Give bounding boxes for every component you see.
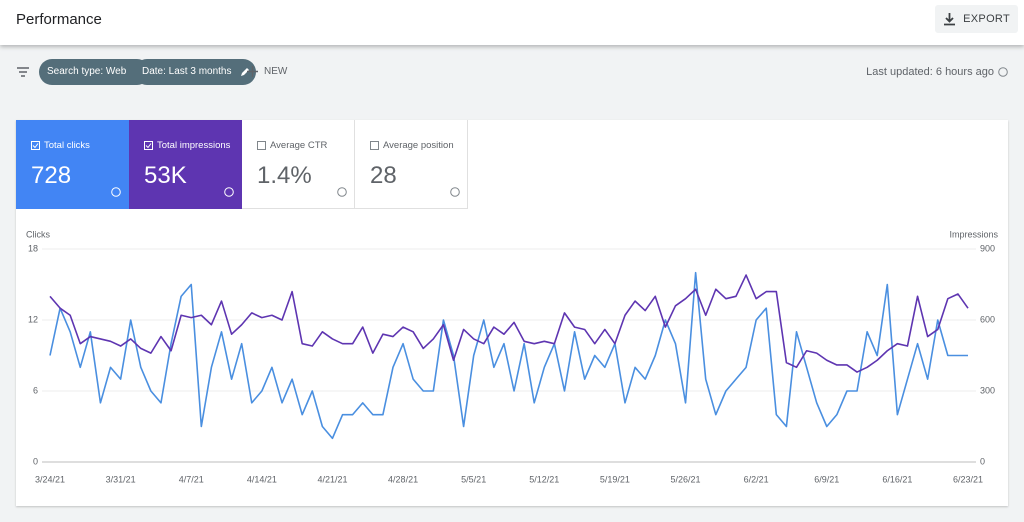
download-icon [944, 13, 956, 26]
last-updated-text: Last updated: 6 hours ago [866, 66, 994, 78]
filter-chip[interactable]: Date: Last 3 months [134, 59, 256, 85]
export-label: EXPORT [963, 13, 1010, 25]
x-tick-label: 6/16/21 [882, 474, 912, 484]
x-tick-label: 3/31/21 [106, 474, 136, 484]
checkbox [31, 141, 40, 150]
x-tick-label: 5/5/21 [461, 474, 486, 484]
x-tick-label: 5/12/21 [529, 474, 559, 484]
filter-icon[interactable] [16, 66, 30, 78]
card-value: 1.4% [257, 162, 312, 189]
card-label: Total clicks [44, 140, 90, 151]
filter-chip[interactable]: Search type: Web [39, 59, 151, 85]
y2-tick-label: 600 [980, 314, 995, 324]
export-button[interactable]: EXPORT [935, 5, 1018, 33]
series-line [49, 271, 968, 440]
x-tick-label: 6/9/21 [814, 474, 839, 484]
checkbox [257, 141, 266, 150]
card-label: Total impressions [157, 140, 231, 151]
help-icon [111, 187, 121, 197]
card-label: Average CTR [270, 140, 328, 151]
last-updated: Last updated: 6 hours ago [866, 66, 1008, 78]
y2-axis-label: Impressions [949, 229, 998, 239]
x-tick-label: 6/23/21 [953, 474, 983, 484]
x-tick-label: 4/21/21 [317, 474, 347, 484]
x-tick-label: 4/28/21 [388, 474, 418, 484]
x-tick-label: 4/7/21 [179, 474, 204, 484]
header: Performance EXPORT [0, 0, 1024, 45]
help-icon [224, 187, 234, 197]
metric-card[interactable]: Average CTR 1.4% [242, 120, 355, 209]
checkbox [370, 141, 379, 150]
x-tick-label: 5/19/21 [600, 474, 630, 484]
help-icon [450, 187, 460, 197]
card-value: 728 [31, 162, 72, 189]
x-tick-label: 5/26/21 [671, 474, 701, 484]
y-tick-label: 12 [28, 314, 38, 324]
y-tick-label: 6 [33, 385, 38, 395]
y-axis-label: Clicks [26, 229, 50, 239]
y2-tick-label: 0 [980, 456, 985, 466]
checkbox [144, 141, 153, 150]
y-tick-label: 0 [33, 456, 38, 466]
plus-icon[interactable] [247, 66, 258, 77]
performance-panel: Total clicks 728 Total impressions 53K A… [16, 120, 1008, 506]
series-line [49, 274, 969, 373]
help-icon [337, 187, 347, 197]
chart: Clicks Impressions 0 6 12 18 0 300 600 900 3/24/… [26, 229, 999, 484]
chip-label: Date: Last 3 months [142, 66, 232, 77]
card-label: Average position [383, 140, 454, 151]
help-icon[interactable] [998, 67, 1008, 77]
card-value: 28 [370, 162, 397, 189]
edit-icon [240, 68, 249, 76]
x-tick-label: 6/2/21 [744, 474, 769, 484]
new-button[interactable]: NEW [264, 66, 288, 77]
y2-tick-label: 300 [980, 385, 995, 395]
page-title: Performance [16, 11, 102, 28]
x-tick-label: 4/14/21 [247, 474, 277, 484]
card-value: 53K [144, 162, 187, 189]
chip-label: Search type: Web [47, 66, 127, 77]
x-tick-label: 3/24/21 [35, 474, 65, 484]
y2-tick-label: 900 [980, 243, 995, 253]
metric-card[interactable]: Average position 28 [355, 120, 468, 209]
metric-card[interactable]: Total clicks 728 [16, 120, 129, 209]
y-tick-label: 18 [28, 243, 38, 253]
metric-card[interactable]: Total impressions 53K [129, 120, 242, 209]
